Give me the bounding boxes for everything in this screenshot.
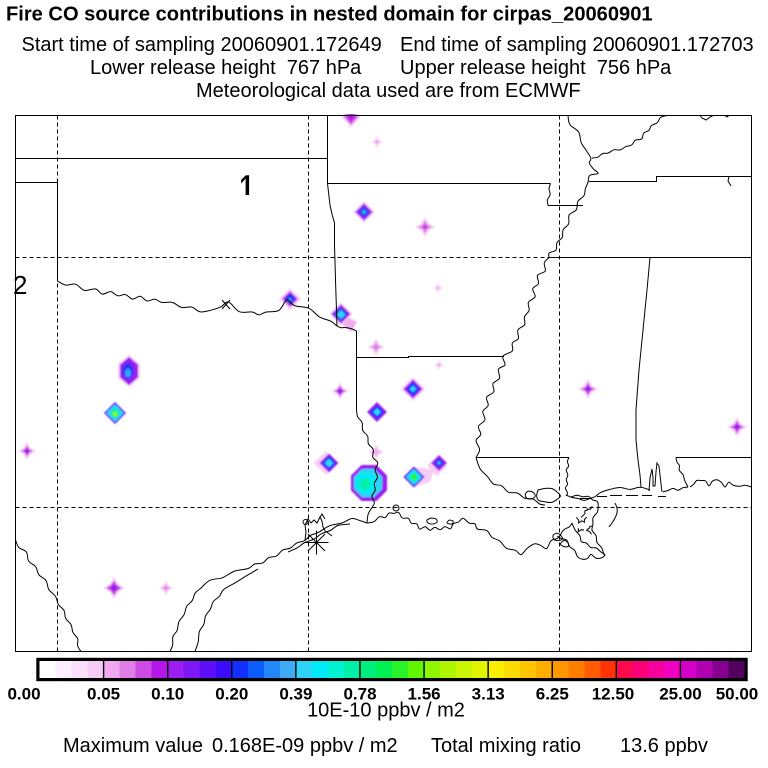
svg-text:0.05: 0.05 bbox=[87, 685, 120, 704]
svg-text:Total mixing ratio: Total mixing ratio bbox=[431, 735, 581, 757]
svg-text:0.39: 0.39 bbox=[279, 685, 312, 704]
svg-text:25.00: 25.00 bbox=[659, 685, 702, 704]
svg-text:2: 2 bbox=[13, 270, 27, 300]
svg-text:Meteorological data used are f: Meteorological data used are from ECMWF bbox=[196, 80, 581, 102]
svg-text:13.6 ppbv: 13.6 ppbv bbox=[620, 735, 708, 757]
svg-text:0.168E-09 ppbv / m2: 0.168E-09 ppbv / m2 bbox=[212, 735, 398, 757]
svg-text:Lower release height 767 hPa: Lower release height 767 hPa bbox=[90, 57, 362, 79]
svg-text:Maximum value: Maximum value bbox=[63, 735, 203, 757]
svg-text:50.00: 50.00 bbox=[716, 685, 759, 704]
svg-text:0.10: 0.10 bbox=[151, 685, 184, 704]
svg-text:Upper release height 756 hPa: Upper release height 756 hPa bbox=[400, 57, 672, 79]
svg-text:3.13: 3.13 bbox=[472, 685, 505, 704]
svg-text:1.56: 1.56 bbox=[408, 685, 441, 704]
svg-text:Fire CO source contributions i: Fire CO source contributions in nested d… bbox=[6, 3, 653, 25]
svg-text:12.50: 12.50 bbox=[592, 685, 635, 704]
svg-text:0.00: 0.00 bbox=[7, 685, 40, 704]
svg-text:0.78: 0.78 bbox=[343, 685, 376, 704]
svg-text:End time of sampling 20060901.: End time of sampling 20060901.172703 bbox=[400, 34, 754, 56]
svg-text:6.25: 6.25 bbox=[536, 685, 569, 704]
svg-text:0.20: 0.20 bbox=[215, 685, 248, 704]
svg-text:10E-10 ppbv / m2: 10E-10 ppbv / m2 bbox=[307, 700, 465, 722]
svg-text:Start time of sampling 2006090: Start time of sampling 20060901.172649 bbox=[22, 34, 382, 56]
